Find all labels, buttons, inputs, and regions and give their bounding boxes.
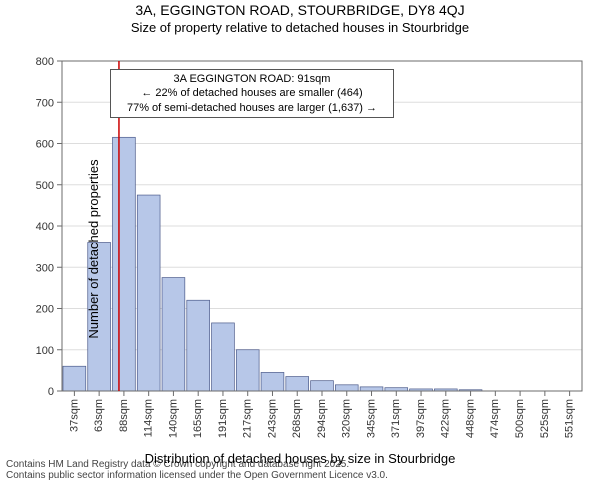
x-axis-label: Distribution of detached houses by size … [0,451,600,466]
svg-text:397sqm: 397sqm [415,399,427,438]
chart-container: 3A, EGGINGTON ROAD, STOURBRIDGE, DY8 4QJ… [0,2,600,502]
page-title: 3A, EGGINGTON ROAD, STOURBRIDGE, DY8 4QJ [0,2,600,18]
svg-text:100: 100 [36,345,54,357]
svg-text:500sqm: 500sqm [514,399,526,438]
svg-text:448sqm: 448sqm [464,399,476,438]
svg-text:191sqm: 191sqm [217,399,229,438]
svg-text:345sqm: 345sqm [365,399,377,438]
svg-text:371sqm: 371sqm [390,399,402,438]
svg-text:400: 400 [36,221,54,233]
svg-text:294sqm: 294sqm [316,399,328,438]
y-axis-label: Number of detached properties [86,159,101,338]
svg-text:114sqm: 114sqm [143,399,155,437]
svg-text:500: 500 [36,180,54,192]
page-subtitle: Size of property relative to detached ho… [0,20,600,35]
annotation-line-2: ← 22% of detached houses are smaller (46… [117,86,387,100]
svg-text:422sqm: 422sqm [440,399,452,438]
svg-text:700: 700 [36,97,54,109]
svg-text:268sqm: 268sqm [291,399,303,438]
svg-text:600: 600 [36,139,54,151]
svg-text:88sqm: 88sqm [118,399,130,432]
credits-line-2: Contains public sector information licen… [0,470,600,481]
annotation-box: 3A EGGINGTON ROAD: 91sqm ← 22% of detach… [110,69,394,118]
svg-text:165sqm: 165sqm [192,399,204,438]
svg-text:474sqm: 474sqm [489,399,501,438]
svg-text:551sqm: 551sqm [564,399,576,438]
chart-area: Number of detached properties 0 100 200 300… [0,39,600,459]
svg-text:140sqm: 140sqm [167,399,179,438]
svg-text:37sqm: 37sqm [68,399,80,432]
svg-text:243sqm: 243sqm [266,399,278,438]
svg-text:800: 800 [36,56,54,68]
svg-text:300: 300 [36,262,54,274]
svg-text:525sqm: 525sqm [539,399,551,438]
svg-text:320sqm: 320sqm [341,399,353,438]
annotation-line-1: 3A EGGINGTON ROAD: 91sqm [117,72,387,86]
svg-text:217sqm: 217sqm [242,399,254,438]
svg-text:63sqm: 63sqm [93,399,105,432]
annotation-line-3: 77% of semi-detached houses are larger (… [117,101,387,115]
svg-text:200: 200 [36,304,54,316]
svg-text:0: 0 [48,386,54,398]
